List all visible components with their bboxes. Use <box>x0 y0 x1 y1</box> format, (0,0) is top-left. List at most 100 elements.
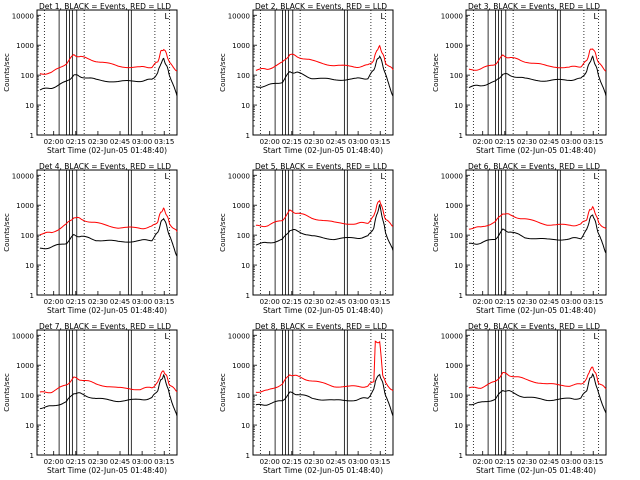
x-axis-label: Start Time (02-Jun-05 01:48:40) <box>476 146 596 155</box>
x-tick-label: 02:15 <box>282 298 302 306</box>
x-tick-label: 02:30 <box>304 458 324 466</box>
y-tick-label: 1 <box>459 132 463 140</box>
y-tick-label: 1 <box>30 452 34 460</box>
x-tick-label: 02:15 <box>66 138 86 146</box>
x-tick-label: 03:00 <box>348 298 368 306</box>
detector-panel: 1 10 100 1000 10000 02:00 02:15 02:30 02:45 03:00… <box>432 322 607 475</box>
x-axis-label: Start Time (02-Jun-05 01:48:40) <box>476 466 596 475</box>
y-tick-label: 10 <box>241 262 250 270</box>
corner-marker: L <box>164 172 169 181</box>
x-tick-label: 02:45 <box>110 138 130 146</box>
x-tick-label: 02:15 <box>66 298 86 306</box>
y-tick-label: 10000 <box>441 332 463 340</box>
y-tick-label: 10 <box>454 102 463 110</box>
plot-frame <box>465 329 607 456</box>
x-tick-label: 03:00 <box>561 298 581 306</box>
x-tick-label: 02:45 <box>110 298 130 306</box>
y-tick-label: 10000 <box>228 332 250 340</box>
panel-title: Det 5, BLACK = Events, RED = LLD <box>255 162 387 171</box>
y-axis-label: Counts/sec <box>3 373 11 412</box>
x-tick-label: 03:00 <box>348 138 368 146</box>
x-tick-label: 03:15 <box>154 458 174 466</box>
y-tick-label: 100 <box>237 72 250 80</box>
x-tick-label: 02:15 <box>495 458 515 466</box>
x-tick-label: 02:30 <box>517 298 537 306</box>
events-series-line <box>468 372 607 414</box>
panel-title: Det 8, BLACK = Events, RED = LLD <box>255 322 387 331</box>
y-axis-label: Counts/sec <box>3 53 11 92</box>
x-tick-label: 03:15 <box>583 298 603 306</box>
y-tick-label: 10 <box>454 422 463 430</box>
events-series-line <box>255 55 394 97</box>
detector-panel: 1 10 100 1000 10000 02:00 02:15 02:30 02:45 03:00… <box>3 322 178 475</box>
panel-title: Det 2, BLACK = Events, RED = LLD <box>255 2 387 11</box>
x-tick-label: 03:00 <box>132 298 152 306</box>
y-tick-label: 1 <box>246 292 250 300</box>
x-tick-label: 02:45 <box>539 138 559 146</box>
x-tick-label: 03:15 <box>370 298 390 306</box>
lld-series-line <box>255 199 393 228</box>
y-tick-label: 10 <box>241 102 250 110</box>
y-tick-label: 10000 <box>228 12 250 20</box>
x-tick-label: 03:00 <box>348 458 368 466</box>
x-tick-label: 02:15 <box>282 138 302 146</box>
events-series-line <box>468 214 607 254</box>
y-tick-label: 10000 <box>228 172 250 180</box>
y-tick-label: 100 <box>450 392 463 400</box>
detector-panel: 1 10 100 1000 10000 02:00 02:15 02:30 02:45 03:00… <box>432 2 607 155</box>
y-tick-label: 10000 <box>441 172 463 180</box>
x-tick-label: 02:30 <box>517 458 537 466</box>
x-tick-label: 03:00 <box>561 458 581 466</box>
x-tick-label: 02:45 <box>110 458 130 466</box>
x-tick-label: 02:30 <box>304 138 324 146</box>
x-axis-label: Start Time (02-Jun-05 01:48:40) <box>263 146 383 155</box>
x-axis-label: Start Time (02-Jun-05 01:48:40) <box>47 466 167 475</box>
panel-title: Det 3, BLACK = Events, RED = LLD <box>468 2 600 11</box>
x-tick-label: 02:45 <box>539 298 559 306</box>
y-tick-label: 1000 <box>445 42 463 50</box>
x-tick-label: 02:15 <box>66 458 86 466</box>
panel-title: Det 4, BLACK = Events, RED = LLD <box>39 162 171 171</box>
x-tick-label: 02:15 <box>282 458 302 466</box>
x-tick-label: 02:00 <box>260 298 280 306</box>
lld-series-line <box>255 340 394 393</box>
y-tick-label: 1 <box>246 452 250 460</box>
x-tick-label: 02:45 <box>326 458 346 466</box>
x-tick-label: 03:00 <box>132 458 152 466</box>
x-tick-label: 02:00 <box>44 138 64 146</box>
plot-frame <box>465 9 607 136</box>
y-tick-label: 1000 <box>16 362 34 370</box>
y-tick-label: 10 <box>241 422 250 430</box>
panel-title: Det 6, BLACK = Events, RED = LLD <box>468 162 600 171</box>
y-axis-label: Counts/sec <box>432 213 440 252</box>
y-tick-label: 1000 <box>232 362 250 370</box>
y-tick-label: 100 <box>21 392 34 400</box>
events-series-line <box>255 373 394 417</box>
y-tick-label: 1000 <box>16 202 34 210</box>
corner-marker: L <box>593 12 598 21</box>
y-tick-label: 100 <box>21 232 34 240</box>
plot-frame <box>36 169 178 296</box>
detector-panel: 1 10 100 1000 10000 02:00 02:15 02:30 02:45 03:00… <box>3 2 178 155</box>
plot-frame <box>36 9 178 136</box>
y-tick-label: 100 <box>237 232 250 240</box>
lld-series-line <box>39 370 178 394</box>
lld-series-line <box>39 48 177 75</box>
corner-marker: L <box>593 332 598 341</box>
y-tick-label: 100 <box>21 72 34 80</box>
plot-frame <box>465 169 607 296</box>
events-series-line <box>255 204 394 251</box>
y-tick-label: 100 <box>450 72 463 80</box>
detector-panel: 1 10 100 1000 10000 02:00 02:15 02:30 02:45 03:00… <box>219 322 394 475</box>
detector-panel: 1 10 100 1000 10000 02:00 02:15 02:30 02:45 03:00… <box>3 162 178 315</box>
events-series-line <box>39 217 178 257</box>
lld-series-line <box>255 44 394 71</box>
corner-marker: L <box>380 332 385 341</box>
y-axis-label: Counts/sec <box>432 53 440 92</box>
lld-series-line <box>468 205 607 230</box>
x-tick-label: 02:00 <box>473 458 493 466</box>
x-tick-label: 02:15 <box>495 138 515 146</box>
x-axis-label: Start Time (02-Jun-05 01:48:40) <box>47 146 167 155</box>
y-tick-label: 1 <box>246 132 250 140</box>
